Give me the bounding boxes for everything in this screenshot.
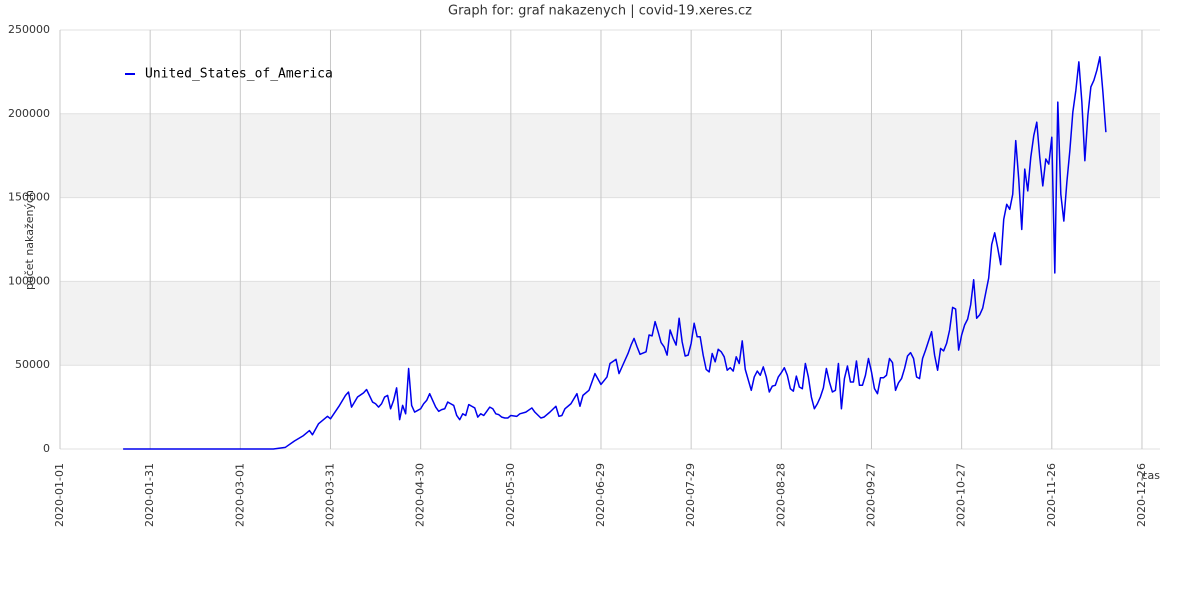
x-tick-label: 2020-09-27 xyxy=(864,463,877,527)
data-line xyxy=(123,56,1107,450)
y-tick-label: 250000 xyxy=(8,23,50,36)
y-axis-label: počet nakažených xyxy=(23,190,36,290)
y-tick-label: 0 xyxy=(43,442,50,455)
y-tick-label: 150000 xyxy=(8,191,50,204)
x-tick-label: 2020-04-30 xyxy=(414,463,427,527)
y-tick-label: 200000 xyxy=(8,107,50,120)
y-tick-label: 100000 xyxy=(8,274,50,287)
chart-title: Graph for: graf nakazenych | covid-19.xe… xyxy=(448,4,752,19)
x-tick-label: 2020-11-26 xyxy=(1045,463,1058,527)
grid-band xyxy=(60,281,1160,366)
x-tick-label: 2020-01-31 xyxy=(143,463,156,527)
x-tick-label: 2020-01-01 xyxy=(53,463,66,527)
legend-label: United_States_of_America xyxy=(145,67,333,82)
x-tick-label: 2020-03-31 xyxy=(323,463,336,527)
x-tick-label: 2020-12-26 xyxy=(1135,463,1148,527)
x-tick-label: 2020-03-01 xyxy=(233,463,246,527)
x-axis-label: cas xyxy=(1141,469,1160,482)
x-tick-label: 2020-08-28 xyxy=(774,463,787,527)
y-tick-label: 50000 xyxy=(15,358,50,371)
grid-band xyxy=(60,113,1160,198)
x-tick-label: 2020-05-30 xyxy=(504,463,517,527)
x-tick-label: 2020-10-27 xyxy=(955,463,968,527)
x-tick-label: 2020-07-29 xyxy=(684,463,697,527)
x-tick-label: 2020-06-29 xyxy=(594,463,607,527)
